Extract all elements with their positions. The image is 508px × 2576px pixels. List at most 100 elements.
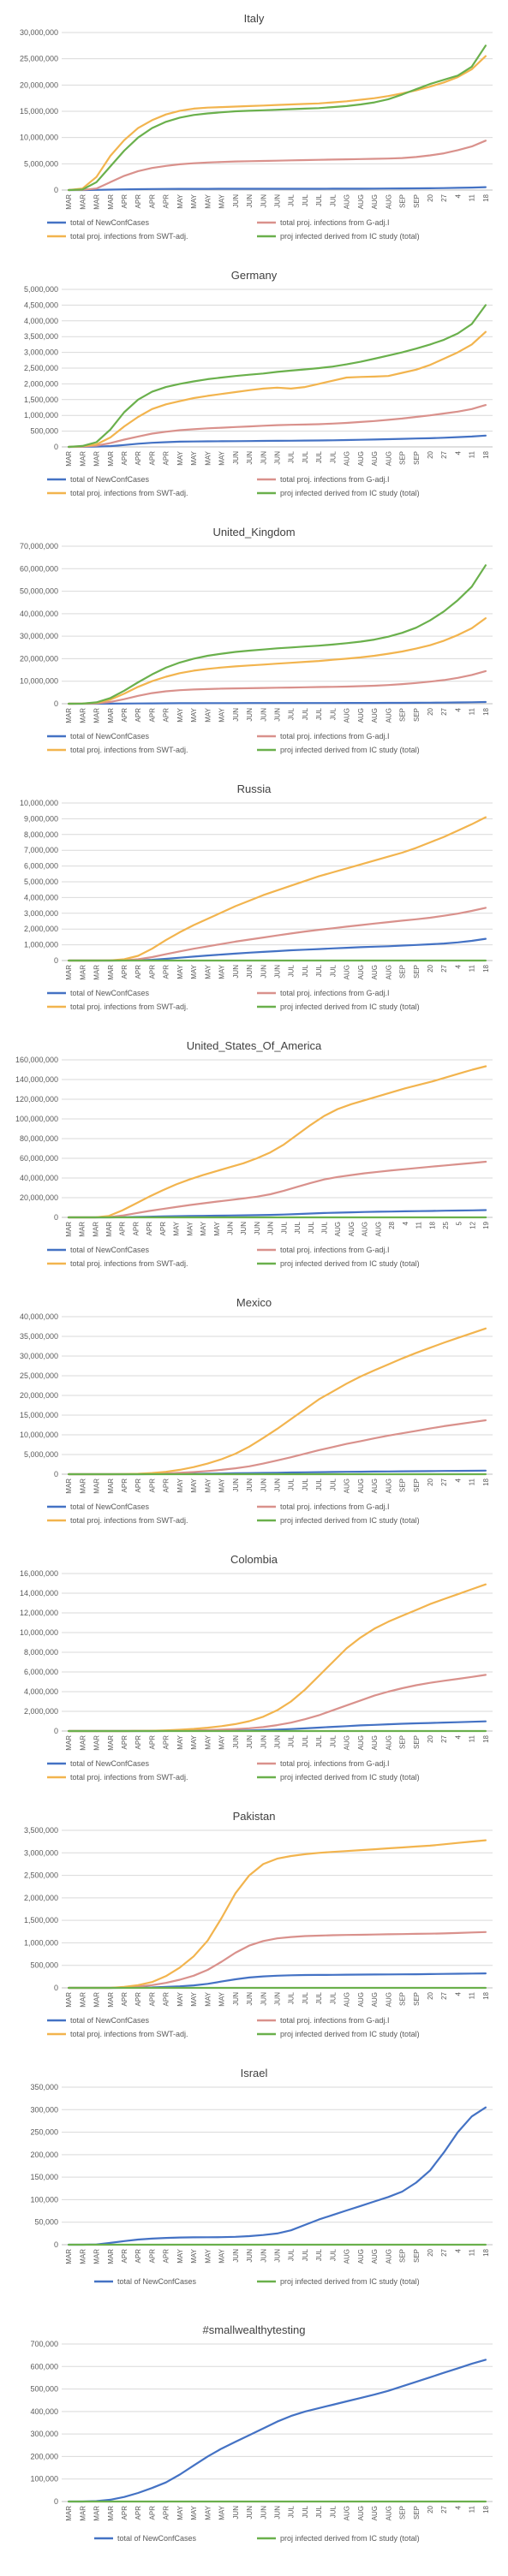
x-tick-label: SEP: [413, 1992, 421, 2006]
series-line-newconf: [67, 2359, 487, 2503]
x-tick-label: MAR: [107, 2506, 115, 2521]
x-tick-label: APR: [148, 1735, 156, 1750]
x-tick-label: JUL: [288, 2248, 296, 2261]
x-tick-label: MAR: [107, 708, 115, 723]
x-tick-label: JUN: [232, 2506, 240, 2519]
x-tick-label: 11: [469, 1478, 476, 1485]
x-tick-label: SEP: [399, 965, 407, 979]
x-tick-label: AUG: [385, 1735, 392, 1750]
x-tick-label: AUG: [357, 2506, 365, 2520]
y-tick-label: 350,000: [30, 2083, 58, 2091]
x-tick-label: JUN: [274, 1992, 282, 2006]
x-tick-label: APR: [134, 1478, 142, 1493]
x-tick-label: AUG: [385, 708, 392, 723]
x-tick-label: 11: [469, 964, 476, 972]
x-tick-label: APR: [163, 2506, 170, 2520]
x-tick-label: MAR: [92, 1222, 99, 1237]
x-tick-label: 4: [454, 1478, 462, 1482]
y-tick-label: 15,000,000: [20, 1411, 58, 1419]
x-tick-label: MAY: [218, 450, 226, 465]
x-tick-label: JUL: [294, 1221, 302, 1234]
x-tick-label: JUN: [246, 2506, 254, 2519]
series-line-swt: [67, 330, 487, 449]
x-tick-label: SEP: [399, 451, 407, 465]
chart-title: Russia: [237, 782, 272, 795]
y-tick-label: 0: [54, 1984, 58, 1992]
legend-label-gadj: total proj. infections from G-adj.I: [280, 2016, 390, 2025]
y-tick-label: 8,000,000: [24, 830, 58, 839]
x-tick-label: APR: [119, 1222, 127, 1236]
x-tick-label: 20: [427, 2505, 434, 2513]
x-tick-label: AUG: [357, 1478, 365, 1493]
x-tick-label: APR: [121, 451, 128, 466]
y-tick-label: 1,000,000: [24, 941, 58, 949]
x-tick-label: 18: [428, 1221, 436, 1229]
x-tick-label: JUN: [226, 1222, 234, 1235]
x-tick-label: JUL: [288, 450, 296, 463]
x-tick-label: MAY: [176, 450, 184, 465]
x-tick-label: AUG: [344, 1735, 351, 1750]
legend-label-swt: total proj. infections from SWT-adj.: [70, 1002, 188, 1011]
y-tick-label: 600,000: [30, 2362, 58, 2371]
x-tick-label: 18: [482, 1478, 490, 1485]
chart-8: Israel 0 50,000 100,000 150,000 200,000 250,00…: [30, 2067, 493, 2286]
x-tick-label: MAR: [65, 1735, 73, 1751]
x-tick-label: 20: [427, 1991, 434, 1999]
x-tick-label: 20: [427, 2248, 434, 2256]
y-tick-label: 1,500,000: [24, 1916, 58, 1925]
series-line-swt: [67, 1839, 487, 1990]
y-tick-label: 3,000,000: [24, 909, 58, 918]
x-tick-label: MAY: [186, 1221, 194, 1235]
legend-label-gadj: total proj. infections from G-adj.I: [280, 475, 390, 484]
legend-label-ic: proj infected derived from IC study (tot…: [280, 746, 420, 754]
series-line-gadj: [67, 140, 487, 192]
x-tick-label: MAR: [105, 1222, 113, 1237]
chart-0: Italy 0 5,000,000 10,000,000 15,000,000 20,00…: [20, 12, 493, 241]
chart-title: Mexico: [236, 1296, 272, 1309]
x-tick-label: AUG: [344, 1992, 351, 2007]
x-tick-label: APR: [134, 965, 142, 979]
x-tick-label: JUN: [232, 965, 240, 979]
y-tick-label: 60,000,000: [20, 564, 58, 573]
x-tick-label: APR: [121, 2506, 128, 2520]
x-tick-label: MAR: [65, 1992, 73, 2008]
y-tick-label: 5,000,000: [24, 159, 58, 168]
x-tick-label: SEP: [413, 1735, 421, 1749]
x-tick-label: JUL: [315, 1478, 323, 1490]
x-tick-label: MAY: [190, 2248, 198, 2263]
x-tick-label: 20: [427, 1478, 434, 1485]
y-tick-label: 6,000,000: [24, 862, 58, 871]
x-tick-label: 11: [469, 193, 476, 201]
x-tick-label: MAY: [218, 1991, 226, 2006]
x-tick-label: SEP: [413, 451, 421, 465]
x-tick-label: AUG: [344, 1478, 351, 1493]
x-tick-label: JUN: [246, 1735, 254, 1749]
x-tick-label: MAR: [107, 1735, 115, 1751]
y-tick-label: 20,000,000: [20, 80, 58, 89]
y-tick-label: 10,000,000: [20, 1431, 58, 1439]
x-tick-label: MAY: [218, 707, 226, 722]
x-tick-label: APR: [148, 194, 156, 209]
series-line-newconf: [67, 186, 487, 192]
series-line-ic: [67, 304, 487, 449]
legend-label-swt: total proj. infections from SWT-adj.: [70, 1259, 188, 1268]
x-tick-label: MAY: [190, 964, 198, 979]
chart-7: Pakistan 0 500,000 1,000,000 1,500,000 2,000,…: [24, 1810, 493, 2038]
x-tick-label: JUL: [302, 450, 309, 463]
y-tick-label: 20,000,000: [20, 1391, 58, 1400]
legend-label-newconf: total of NewConfCases: [117, 2534, 197, 2543]
x-tick-label: AUG: [385, 194, 392, 209]
y-tick-label: 140,000,000: [15, 1075, 58, 1084]
x-tick-label: APR: [163, 965, 170, 979]
series-line-newconf: [67, 434, 487, 449]
x-tick-label: 20: [427, 707, 434, 715]
x-tick-label: SEP: [413, 1478, 421, 1492]
x-tick-label: MAY: [176, 707, 184, 722]
x-tick-label: 11: [469, 1991, 476, 1999]
y-tick-label: 2,000,000: [24, 925, 58, 933]
legend-label-swt: total proj. infections from SWT-adj.: [70, 232, 188, 241]
x-tick-label: APR: [134, 2249, 142, 2264]
x-tick-label: 27: [440, 964, 448, 972]
x-tick-label: MAR: [79, 2506, 87, 2521]
x-tick-label: MAY: [190, 193, 198, 208]
